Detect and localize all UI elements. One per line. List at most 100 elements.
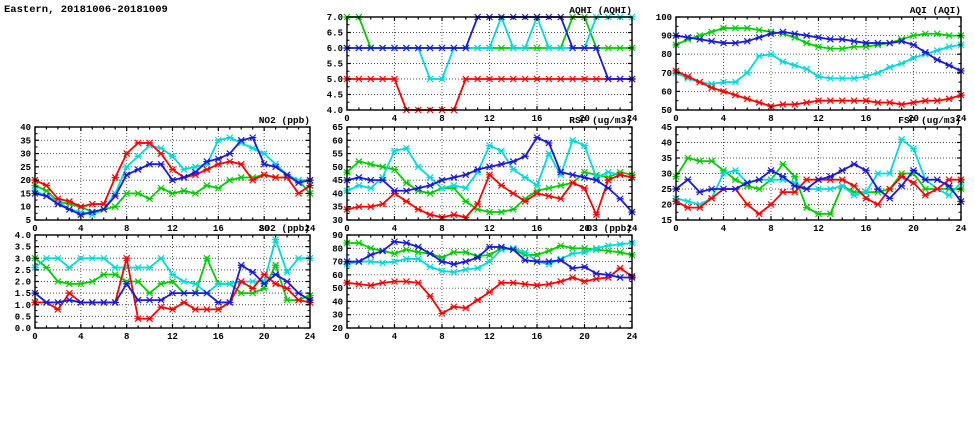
o3-ytick-label: 80 — [332, 244, 343, 254]
chart-rsp: 0 4 8 12 16 20 24 30 35 40 45 50 55 60 65 RSP (ug/m3) — [317, 112, 646, 236]
fsp-xtick-label: 8 — [768, 224, 773, 234]
so2-xtick-label: 0 — [32, 332, 37, 342]
aqhi-ytick-label: 6.0 — [327, 44, 343, 54]
no2-ytick-label: 25 — [20, 163, 31, 173]
o3-ytick-label: 90 — [332, 231, 343, 241]
o3-cyan-series-markers — [343, 239, 636, 276]
aqhi-xtick-label: 20 — [579, 114, 590, 124]
no2-plot: 0 4 8 12 16 20 24 5 10 15 20 25 30 35 40 NO2 (ppb) — [20, 115, 316, 234]
no2-ytick-label: 30 — [20, 150, 31, 160]
rsp-ytick-label: 40 — [332, 189, 343, 199]
rsp-xtick-label: 8 — [439, 224, 444, 234]
fsp-xtick-label: 12 — [813, 224, 824, 234]
o3-xtick-label: 20 — [579, 332, 590, 342]
fsp-ytick-label: 40 — [661, 139, 672, 149]
aqhi-xtick-label: 4 — [392, 114, 398, 124]
aqhi-ytick-label: 5.5 — [327, 60, 343, 70]
so2-xtick-label: 24 — [305, 332, 316, 342]
o3-ytick-label: 20 — [332, 324, 343, 334]
o3-xtick-label: 12 — [484, 332, 495, 342]
so2-xtick-label: 4 — [78, 332, 84, 342]
so2-ytick-label: 0.5 — [15, 312, 31, 322]
so2-ytick-label: 2.5 — [15, 266, 31, 276]
no2-xtick-label: 20 — [259, 224, 270, 234]
chart-so2: 0 4 8 12 16 20 24 0.0 0.5 1.0 1.5 2.0 2.5 3.0 3.5 4.0 SO… — [5, 220, 324, 344]
page-title: Eastern, 20181006-20181009 — [4, 4, 168, 16]
fsp-xtick-label: 24 — [956, 224, 967, 234]
aqi-xtick-label: 12 — [813, 114, 824, 124]
fsp-xtick-label: 16 — [861, 224, 872, 234]
so2-xtick-label: 20 — [259, 332, 270, 342]
aqi-xtick-label: 8 — [768, 114, 773, 124]
o3-ytick-label: 50 — [332, 284, 343, 294]
aqi-ytick-label: 80 — [661, 50, 672, 60]
o3-ytick-label: 60 — [332, 271, 343, 281]
no2-red-series-line — [34, 142, 311, 208]
rsp-ytick-label: 60 — [332, 136, 343, 146]
rsp-cyan-series-line — [346, 139, 633, 192]
so2-ytick-label: 1.5 — [15, 289, 31, 299]
so2-xtick-label: 8 — [124, 332, 129, 342]
fsp-ytick-label: 20 — [661, 201, 672, 211]
aqhi-ytick-label: 4.5 — [327, 91, 343, 101]
no2-xtick-label: 8 — [124, 224, 129, 234]
rsp-ytick-label: 30 — [332, 216, 343, 226]
fsp-ytick-label: 45 — [661, 123, 672, 133]
so2-ytick-label: 2.0 — [15, 278, 31, 288]
rsp-ytick-label: 35 — [332, 203, 343, 213]
aqhi-ytick-label: 5.0 — [327, 75, 343, 85]
no2-ytick-label: 20 — [20, 176, 31, 186]
no2-ytick-label: 5 — [26, 216, 31, 226]
aqhi-xtick-label: 24 — [627, 114, 638, 124]
aqhi-ytick-label: 4.0 — [327, 106, 343, 116]
no2-xtick-label: 16 — [213, 224, 224, 234]
fsp-title: FSP (ug/m3) — [898, 115, 961, 126]
so2-title: SO2 (ppb) — [259, 223, 310, 234]
fsp-ytick-label: 25 — [661, 185, 672, 195]
chart-no2: 0 4 8 12 16 20 24 5 10 15 20 25 30 35 40 NO2 (ppb) — [5, 112, 324, 236]
chart-aqhi: 0 4 8 12 16 20 24 4.0 4.5 5.0 5.5 6.0 6.5 7.0 AQHI (AQ… — [317, 2, 646, 126]
no2-xtick-label: 24 — [305, 224, 316, 234]
aqi-ytick-label: 70 — [661, 69, 672, 79]
no2-ytick-label: 35 — [20, 136, 31, 146]
aqi-title: AQI (AQI) — [910, 5, 961, 16]
no2-ytick-label: 10 — [20, 203, 31, 213]
aqi-xtick-label: 4 — [721, 114, 727, 124]
o3-ytick-label: 30 — [332, 311, 343, 321]
aqi-xtick-label: 24 — [956, 114, 967, 124]
no2-xtick-label: 4 — [78, 224, 84, 234]
aqhi-ytick-label: 7.0 — [327, 13, 343, 23]
aqi-xtick-label: 16 — [861, 114, 872, 124]
so2-ytick-label: 3.0 — [15, 254, 31, 264]
o3-title: O3 (ppb) — [586, 223, 632, 234]
aqi-plot: 0 4 8 12 16 20 24 50 60 70 80 90 100 AQI (AQI) — [656, 5, 967, 124]
o3-ytick-label: 40 — [332, 297, 343, 307]
fsp-ytick-label: 30 — [661, 170, 672, 180]
chart-aqi: 0 4 8 12 16 20 24 50 60 70 80 90 100 AQI (AQI) — [646, 2, 975, 126]
o3-xtick-label: 16 — [532, 332, 543, 342]
aqhi-xtick-label: 0 — [344, 114, 349, 124]
aqi-xtick-label: 20 — [908, 114, 919, 124]
fsp-ytick-label: 35 — [661, 154, 672, 164]
so2-xtick-label: 16 — [213, 332, 224, 342]
aqhi-plot: 0 4 8 12 16 20 24 4.0 4.5 5.0 5.5 6.0 6.5 7.0 AQHI (AQ… — [327, 5, 638, 124]
rsp-xtick-label: 20 — [579, 224, 590, 234]
aqhi-xtick-label: 16 — [532, 114, 543, 124]
rsp-xtick-label: 12 — [484, 224, 495, 234]
so2-xtick-label: 12 — [167, 332, 178, 342]
chart-o3: 0 4 8 12 16 20 24 20 30 40 50 60 70 80 90 O3 (ppb) — [317, 220, 646, 344]
rsp-ytick-label: 55 — [332, 150, 343, 160]
aqi-ytick-label: 90 — [661, 32, 672, 42]
rsp-ytick-label: 50 — [332, 163, 343, 173]
rsp-title: RSP (ug/m3) — [569, 115, 632, 126]
rsp-xtick-label: 16 — [532, 224, 543, 234]
chart-fsp: 0 4 8 12 16 20 24 15 20 25 30 35 40 45 FSP (ug/m3) — [646, 112, 975, 236]
aqi-ytick-label: 100 — [656, 13, 672, 23]
aqhi-ytick-label: 6.5 — [327, 29, 343, 39]
o3-xtick-label: 0 — [344, 332, 349, 342]
so2-cyan-series-markers — [31, 236, 314, 297]
